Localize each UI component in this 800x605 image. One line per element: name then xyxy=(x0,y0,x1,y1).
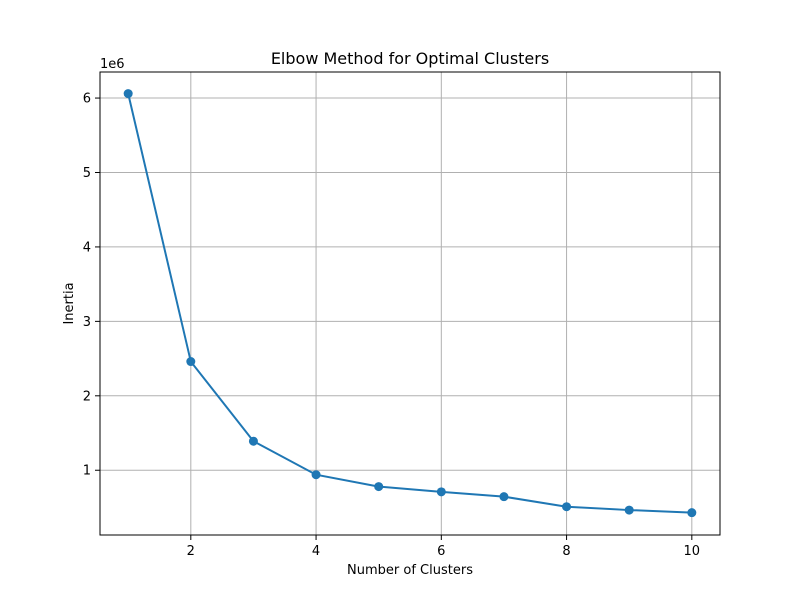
chart-title: Elbow Method for Optimal Clusters xyxy=(271,49,549,68)
y-axis-label: Inertia xyxy=(62,282,77,324)
x-tick-label: 6 xyxy=(437,544,445,559)
data-point xyxy=(374,482,384,492)
y-tick-label: 2 xyxy=(83,389,91,404)
y-offset-label: 1e6 xyxy=(100,57,125,72)
x-tick-label: 2 xyxy=(187,544,195,559)
x-axis-label: Number of Clusters xyxy=(347,563,473,578)
y-tick-label: 1 xyxy=(83,464,91,479)
x-tick-label: 10 xyxy=(684,544,701,559)
grid xyxy=(100,72,720,535)
plot-frame xyxy=(99,71,721,536)
x-tick-label: 4 xyxy=(312,544,320,559)
data-point xyxy=(624,505,634,515)
data-point xyxy=(562,502,572,512)
data-point xyxy=(687,508,697,518)
data-point xyxy=(248,436,258,446)
y-tick-label: 4 xyxy=(83,240,91,255)
x-tick-label: 8 xyxy=(562,544,570,559)
y-tick-label: 3 xyxy=(83,315,91,330)
series-line xyxy=(127,93,692,514)
data-point xyxy=(123,89,133,99)
data-point xyxy=(436,487,446,497)
series-layer xyxy=(123,89,697,518)
data-point xyxy=(186,357,196,367)
y-tick-label: 5 xyxy=(83,166,91,181)
data-point xyxy=(311,470,321,480)
data-point xyxy=(499,492,509,502)
y-tick-label: 6 xyxy=(83,92,91,107)
